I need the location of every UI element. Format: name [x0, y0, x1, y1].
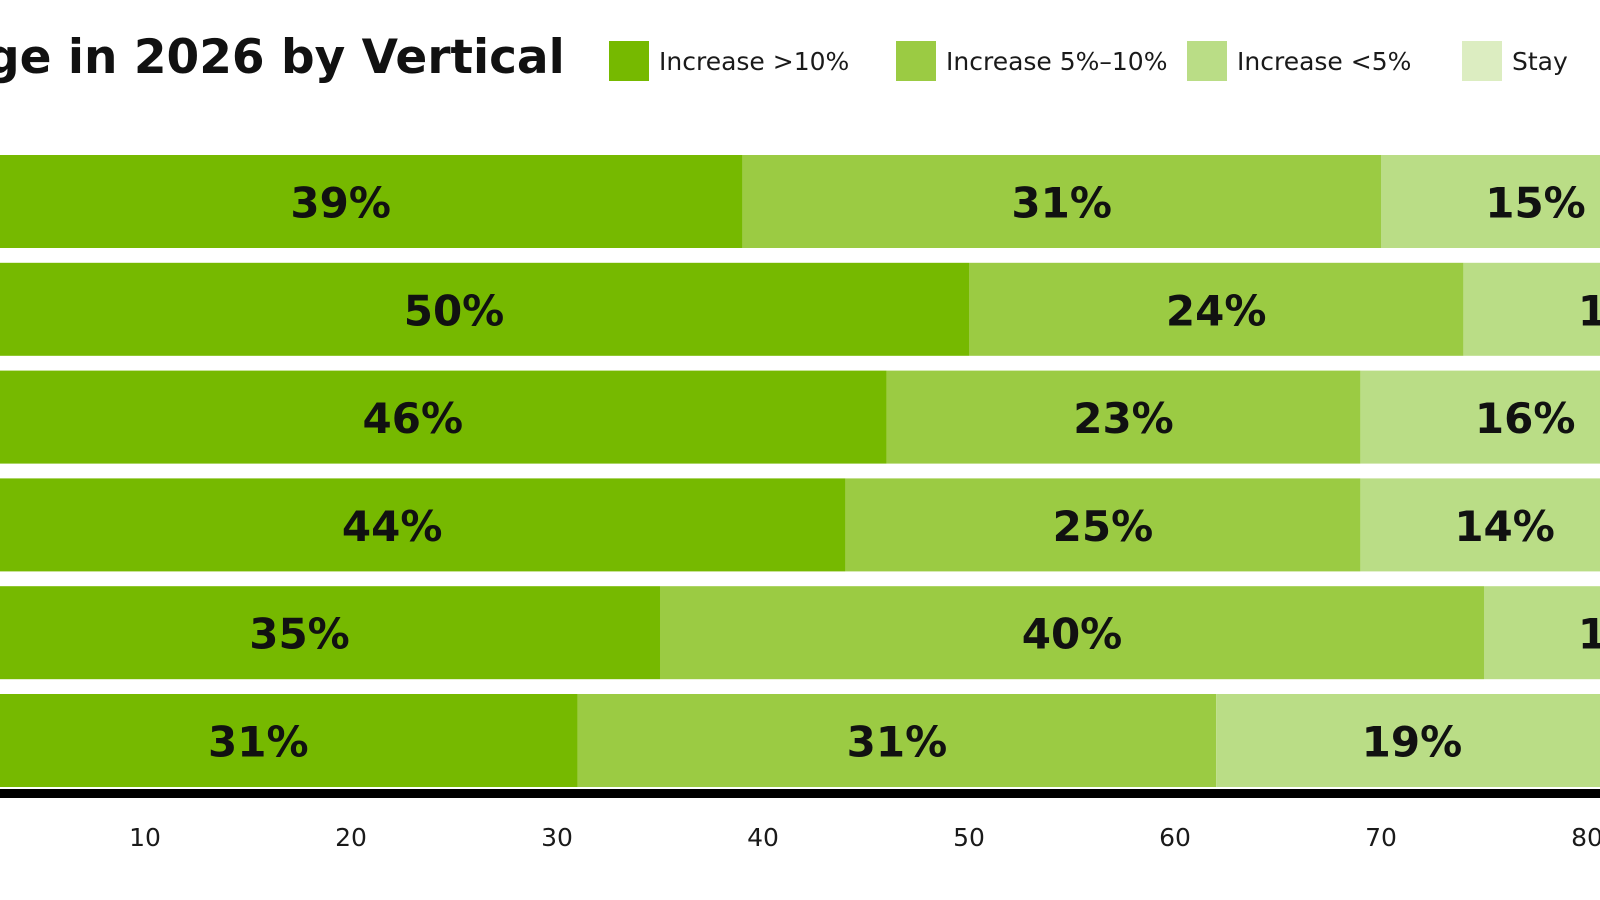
bar-segment	[577, 694, 1217, 787]
x-tick-label: 70	[1365, 823, 1397, 852]
legend-item-increase-5-10: Increase 5%–10%	[896, 40, 1167, 82]
x-axis-line	[0, 789, 1600, 798]
data-label: 44%	[342, 502, 443, 551]
x-tick-label: 30	[541, 823, 573, 852]
data-label: 15%	[1485, 179, 1586, 228]
bar-segment	[742, 155, 1381, 248]
data-label: 19%	[1362, 718, 1463, 767]
data-label: 31%	[847, 718, 948, 767]
data-label: 31%	[208, 718, 309, 767]
legend-item-stay: Stay	[1462, 40, 1568, 82]
bar-segment	[1216, 694, 1600, 787]
legend-swatch	[1187, 41, 1227, 81]
bar-segment	[660, 586, 1484, 680]
x-tick-label: 80	[1571, 823, 1600, 852]
x-tick-label: 20	[335, 823, 367, 852]
legend-item-increase-over-10: Increase >10%	[609, 40, 849, 82]
bar-segment	[0, 155, 743, 248]
bar-segment	[1360, 370, 1600, 464]
x-tick-label: 60	[1159, 823, 1191, 852]
bar-segment	[0, 586, 660, 680]
x-tick-label: 40	[747, 823, 779, 852]
data-label: 40%	[1022, 610, 1123, 659]
data-label: 14%	[1454, 502, 1555, 551]
data-label: 16%	[1578, 286, 1600, 335]
bar-segment	[969, 262, 1464, 356]
bar-segment	[845, 478, 1361, 572]
data-label: 16%	[1475, 394, 1576, 443]
bar-segment	[1360, 478, 1600, 572]
data-label: 50%	[404, 286, 505, 335]
x-tick-label: 50	[953, 823, 985, 852]
legend-label: Stay	[1512, 46, 1568, 76]
legend-item-increase-under-5: Increase <5%	[1187, 40, 1411, 82]
data-label: 24%	[1166, 286, 1267, 335]
data-label: 31%	[1011, 179, 1112, 228]
data-label: 23%	[1073, 394, 1174, 443]
bar-segment	[0, 478, 846, 572]
x-tick-label: 10	[129, 823, 161, 852]
bar-segment	[1381, 155, 1600, 248]
data-label: 46%	[363, 394, 464, 443]
data-label: 35%	[249, 610, 350, 659]
bar-segment	[1463, 262, 1600, 356]
bar-segment	[0, 694, 578, 787]
legend: Increase >10% Increase 5%–10% Increase <…	[0, 0, 1600, 120]
bar-segment	[0, 262, 969, 356]
bar-segment	[886, 370, 1361, 464]
legend-label: Increase >10%	[659, 46, 850, 76]
data-label: 25%	[1053, 502, 1154, 551]
legend-swatch	[1462, 41, 1502, 81]
legend-label: Increase <5%	[1237, 46, 1412, 76]
chart-title: ge in 2026 by Vertical	[0, 30, 565, 85]
bar-segment	[1484, 586, 1600, 680]
legend-label: Increase 5%–10%	[946, 46, 1168, 76]
legend-swatch	[896, 41, 936, 81]
data-label: 14%	[1578, 610, 1600, 659]
data-label: 39%	[290, 179, 391, 228]
bar-segment	[0, 370, 887, 464]
legend-swatch	[609, 41, 649, 81]
